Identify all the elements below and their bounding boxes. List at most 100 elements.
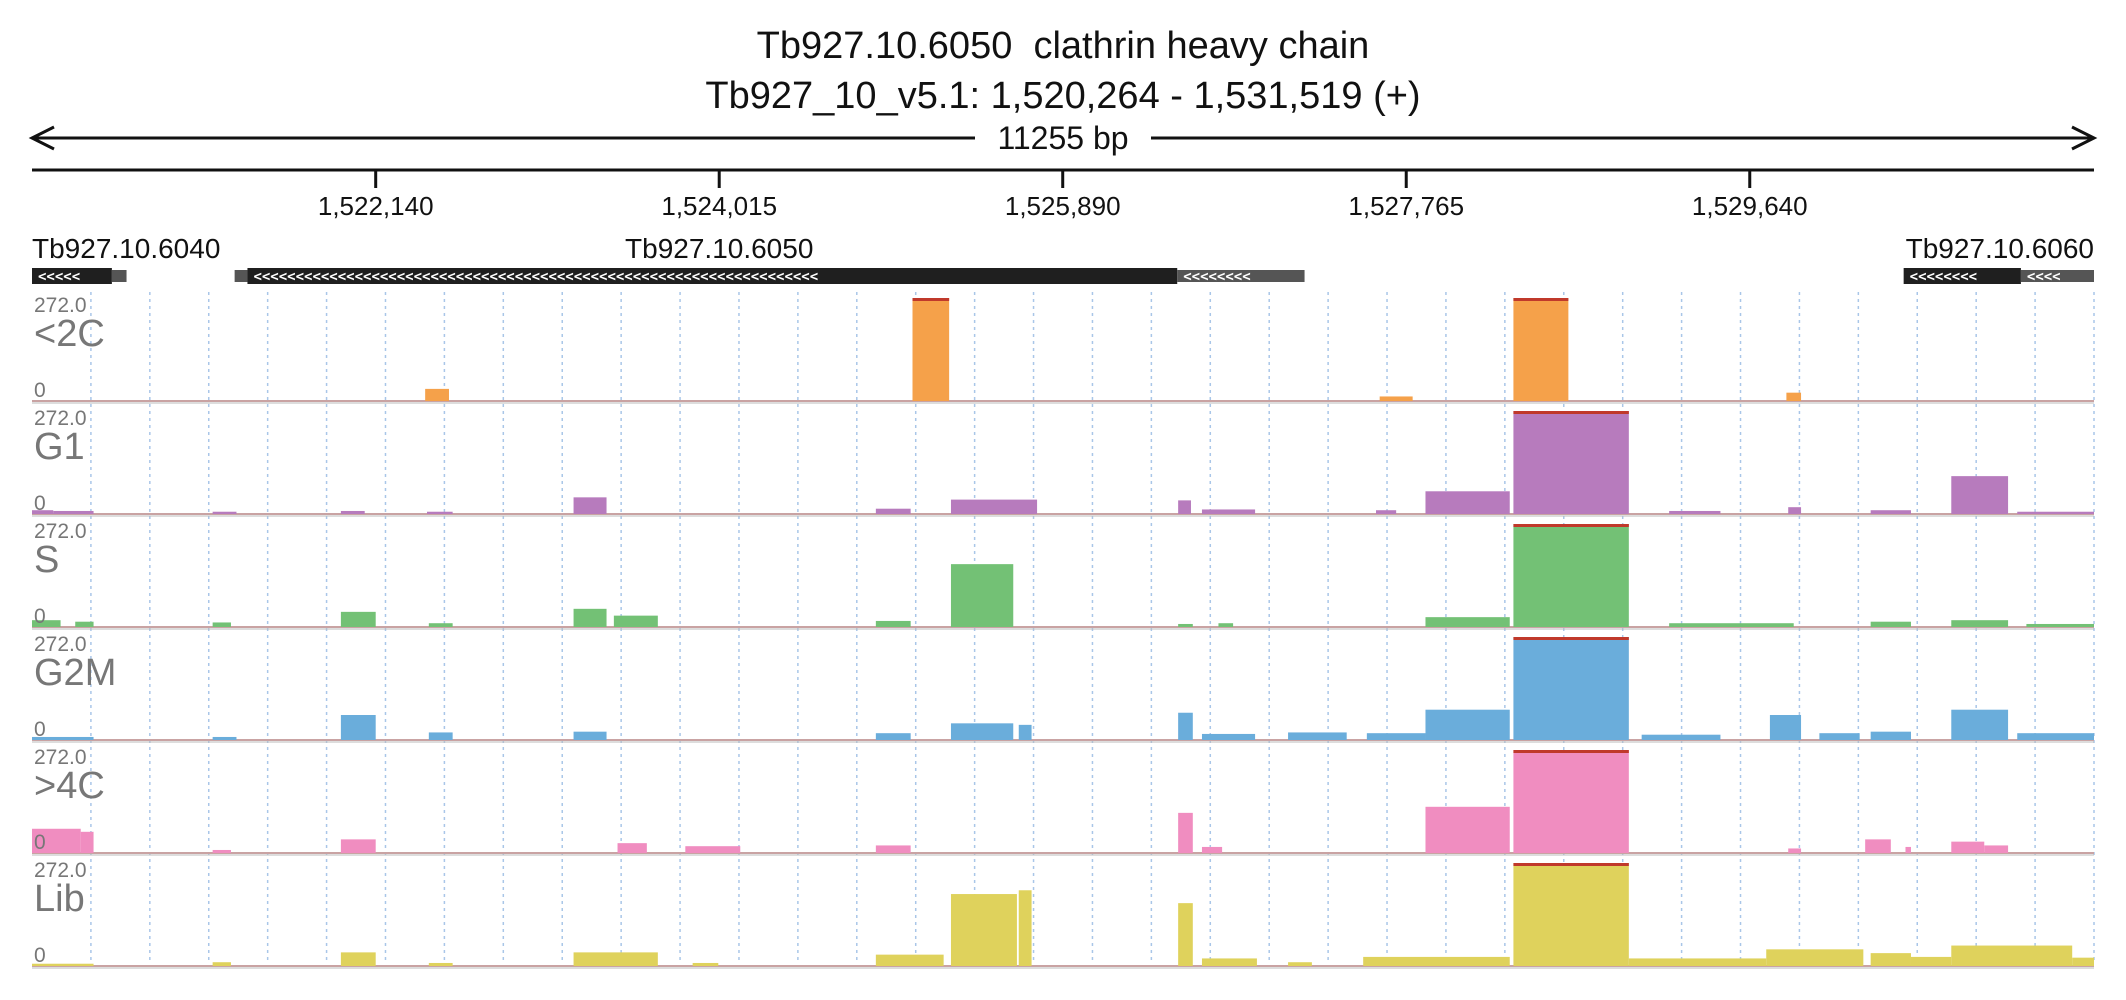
track-scale-min: 0 bbox=[34, 492, 46, 515]
coverage-bar bbox=[212, 511, 237, 514]
coverage-bar bbox=[1178, 903, 1193, 966]
clipping-marker bbox=[912, 298, 950, 301]
coverage-bar bbox=[212, 962, 231, 966]
coverage-bar bbox=[340, 510, 365, 514]
ruler-tick-label: 1,522,140 bbox=[318, 191, 434, 221]
coverage-bar bbox=[53, 510, 94, 514]
gene-label: Tb927.10.6060 bbox=[1906, 233, 2094, 264]
strand-chevrons: <<<<<<<<<<<<<<<<<<<<<<<<<<<<<<<<<<<<<<<<… bbox=[253, 269, 818, 285]
gene-label: Tb927.10.6050 bbox=[625, 233, 813, 264]
coverage-bar bbox=[950, 564, 1014, 627]
span-length-label: 11255 bp bbox=[997, 120, 1128, 156]
track-scale-max: 272.0 bbox=[34, 633, 87, 656]
coverage-bar bbox=[692, 962, 719, 966]
coverage-bar bbox=[2072, 957, 2094, 966]
coverage-bar bbox=[80, 831, 94, 853]
coverage-bar bbox=[573, 608, 607, 627]
coverage-bar bbox=[428, 962, 453, 966]
coverage-bar bbox=[1178, 623, 1193, 627]
coverage-bar bbox=[1951, 620, 2009, 627]
coverage-bar bbox=[950, 723, 1014, 740]
gene-cds-feature bbox=[247, 268, 1178, 284]
coverage-bar bbox=[1288, 732, 1347, 740]
span-arrow bbox=[28, 125, 2098, 151]
coverage-bar bbox=[1018, 724, 1032, 740]
coverage-bar bbox=[1201, 733, 1256, 740]
track-scale-max: 272.0 bbox=[34, 746, 87, 769]
coverage-bar bbox=[1870, 731, 1911, 740]
coverage-bar bbox=[212, 622, 231, 627]
coverage-bar bbox=[340, 952, 376, 966]
coverage-bar bbox=[1178, 812, 1193, 853]
coverage-bar bbox=[1870, 621, 1911, 627]
coverage-bar bbox=[1425, 617, 1510, 627]
ruler-tick-label: 1,524,015 bbox=[661, 191, 777, 221]
track-4c: 272.0>4C 0 bbox=[32, 746, 2094, 856]
coverage-tracks: 272.0<2C0272.0G10272.0S0272.0G2M0272.0>4… bbox=[32, 294, 2094, 969]
ruler-tick-label: 1,527,765 bbox=[1348, 191, 1464, 221]
clipping-marker bbox=[1513, 750, 1629, 753]
gene-cds-feature bbox=[32, 268, 112, 284]
coverage-bar bbox=[875, 733, 911, 740]
coverage-bar bbox=[425, 388, 449, 401]
ruler-tick-label: 1,525,890 bbox=[1005, 191, 1121, 221]
coverage-bar bbox=[1201, 958, 1257, 966]
track-s: 272.0S 0 bbox=[32, 520, 2094, 630]
track-name: >4C bbox=[34, 765, 105, 807]
clipping-marker bbox=[1513, 411, 1629, 414]
coverage-bar bbox=[1984, 845, 2009, 853]
coverage-bar bbox=[1951, 709, 2009, 740]
coverage-bar bbox=[32, 828, 81, 853]
coverage-bar bbox=[428, 732, 453, 740]
coverage-bar bbox=[340, 611, 376, 627]
track-scale-max: 272.0 bbox=[34, 407, 87, 430]
track-2c: 272.0<2C 0 bbox=[32, 294, 2094, 404]
coverage-bar bbox=[1288, 962, 1312, 966]
clipping-marker bbox=[1513, 863, 1629, 866]
coverage-bar bbox=[875, 508, 911, 514]
coverage-bar bbox=[613, 615, 658, 627]
coverage-bar bbox=[2017, 733, 2094, 740]
coverage-bar bbox=[573, 497, 607, 514]
coverage-bar bbox=[1951, 945, 2073, 966]
ruler-ticks: 1,522,140 1,524,015 1,525,890 1,527,765 1,52… bbox=[318, 170, 1808, 221]
track-name: <2C bbox=[34, 313, 105, 355]
coverage-bar bbox=[1513, 750, 1629, 853]
coverage-bar bbox=[32, 620, 61, 627]
coverage-bar bbox=[212, 849, 231, 853]
span-arrow-head-right bbox=[2071, 125, 2098, 151]
track-scale-max: 272.0 bbox=[34, 294, 87, 317]
track-name: G1 bbox=[34, 426, 85, 468]
gene-tb927-10-6060: Tb927.10.6060<<<<<<<< <<<< bbox=[1903, 233, 2094, 285]
span-arrow-head-left bbox=[28, 125, 55, 151]
coverage-bar bbox=[912, 298, 950, 401]
coverage-bar bbox=[1628, 958, 1767, 966]
gene-utr-feature bbox=[1177, 270, 1305, 282]
coverage-bar bbox=[340, 715, 376, 740]
track-scale-min: 0 bbox=[34, 831, 46, 854]
coverage-bar bbox=[1905, 846, 1911, 853]
coverage-bar bbox=[2017, 511, 2094, 514]
coverage-bar bbox=[1669, 510, 1721, 514]
coverage-bar bbox=[950, 894, 1017, 966]
coverage-bar bbox=[1363, 956, 1510, 966]
gene-tb927-10-6050: Tb927.10.6050 <<<<<<<<<<<<<<<<<<<<<<<<<<<… bbox=[234, 233, 1305, 285]
ruler-tick-label: 1,529,640 bbox=[1692, 191, 1808, 221]
coverage-bar bbox=[1951, 841, 1985, 853]
strand-chevrons: <<<< bbox=[2027, 269, 2061, 285]
coverage-bar bbox=[32, 963, 94, 966]
coverage-bar bbox=[426, 511, 453, 514]
coverage-bar bbox=[617, 843, 647, 853]
coverage-bar bbox=[212, 736, 237, 740]
coverage-bar bbox=[32, 510, 54, 514]
coverage-bar bbox=[1366, 733, 1426, 740]
gene-utr-feature bbox=[2020, 270, 2094, 282]
coverage-bar bbox=[1513, 411, 1629, 514]
coverage-bar bbox=[1425, 709, 1510, 740]
coverage-bar bbox=[1669, 623, 1794, 627]
coverage-bar bbox=[1376, 510, 1397, 514]
coverage-bar bbox=[1870, 510, 1911, 514]
coverage-bar bbox=[1218, 623, 1234, 627]
